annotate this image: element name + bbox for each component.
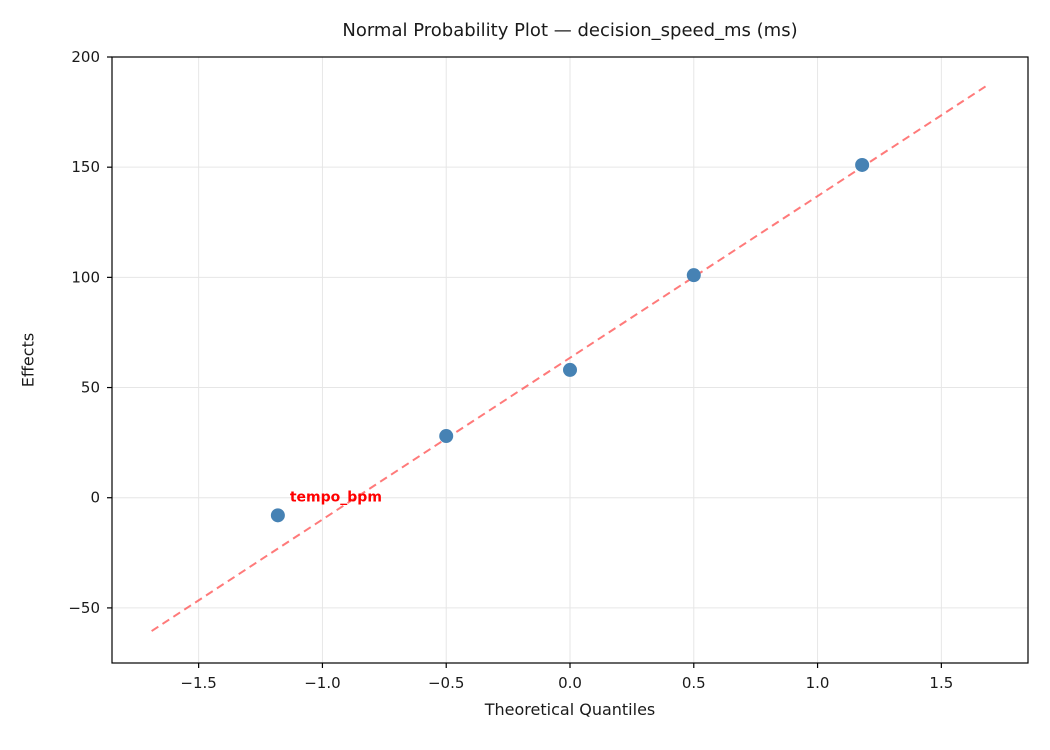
x-axis-label: Theoretical Quantiles (484, 700, 656, 719)
x-tick-label: 1.5 (929, 674, 953, 692)
x-tick-label: −1.5 (180, 674, 216, 692)
y-tick-label: 100 (71, 268, 100, 286)
chart-title: Normal Probability Plot — decision_speed… (342, 20, 798, 41)
data-point (686, 268, 701, 283)
data-point (563, 362, 577, 377)
x-tick-label: 0.5 (682, 674, 706, 692)
y-tick-label: 50 (81, 379, 100, 397)
y-tick-label: −50 (68, 599, 100, 617)
data-point (439, 429, 454, 444)
data-point (855, 157, 870, 172)
data-point (270, 508, 285, 523)
y-tick-label: 150 (71, 158, 100, 176)
y-tick-label: 200 (71, 48, 100, 66)
x-tick-label: −0.5 (428, 674, 464, 692)
x-tick-label: −1.0 (304, 674, 340, 692)
reference-line (151, 83, 989, 632)
x-tick-label: 0.0 (558, 674, 582, 692)
y-tick-label: 0 (90, 489, 100, 507)
point-annotation: tempo_bpm (290, 489, 382, 505)
x-tick-label: 1.0 (806, 674, 830, 692)
